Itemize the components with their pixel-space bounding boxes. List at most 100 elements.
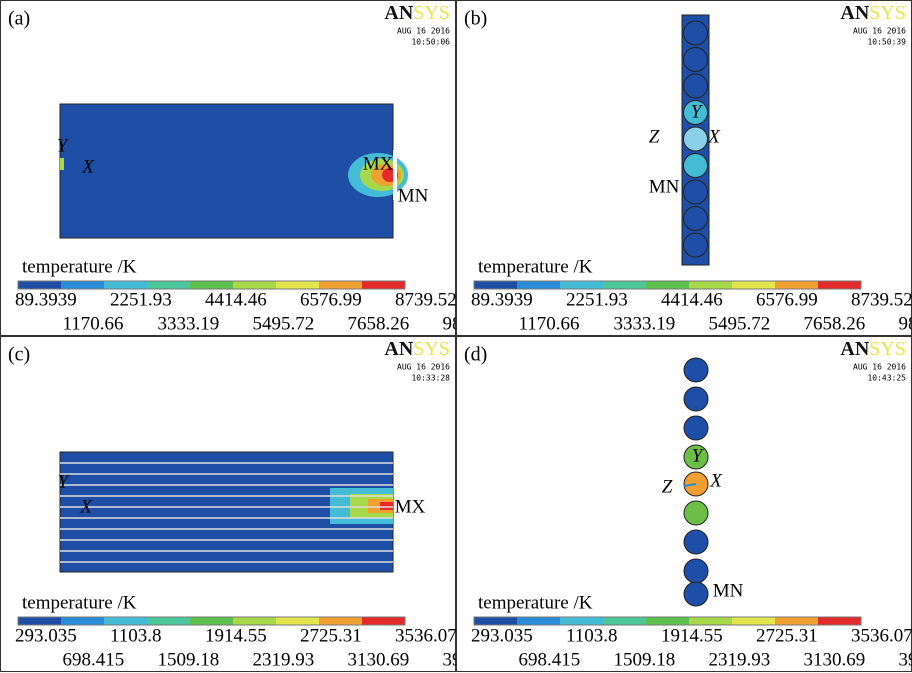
logo: ANSYS [840, 2, 906, 24]
scale-label: 1170.66 [519, 313, 580, 334]
figure: (a)ANSYSAUG 16 201610:50:06YXMXMNtempera… [0, 0, 912, 673]
scale-label: 6576.99 [756, 289, 818, 310]
colorbar-segment [646, 617, 689, 625]
scale-label: 293.035 [15, 625, 77, 646]
colorbar-segment [732, 617, 775, 625]
logo: ANSYS [384, 338, 450, 360]
scale-label: 3536.07 [395, 625, 457, 646]
colorbar-segment [818, 281, 861, 289]
colorbar-segment [147, 617, 190, 625]
pipe [684, 530, 708, 554]
pipe [684, 358, 708, 382]
colorbar-segment [319, 281, 362, 289]
legend-title: temperature /K [478, 592, 593, 613]
scale-label: 1509.18 [158, 649, 220, 670]
hot-zone [380, 502, 393, 510]
colorbar-segment [560, 281, 603, 289]
logo-text: SYS [869, 2, 906, 24]
scale-label: 293.035 [471, 625, 533, 646]
scale-label: 7658.26 [804, 313, 866, 334]
scale-label: 89.3939 [471, 289, 533, 310]
colorbar-segment [319, 617, 362, 625]
scale-label: 9820.79 [899, 313, 912, 334]
scale-label: 6576.99 [300, 289, 362, 310]
scale-label: 1170.66 [63, 313, 124, 334]
scale-label: 5495.72 [709, 313, 771, 334]
date: AUG 16 2016 [397, 363, 450, 372]
colorbar-segment [276, 281, 319, 289]
colorbar-segment [61, 617, 104, 625]
scale-label: 698.415 [519, 649, 581, 670]
body [60, 104, 393, 238]
scale-label: 2251.93 [566, 289, 628, 310]
colorbar-segment [18, 617, 61, 625]
colorbar-segment [732, 281, 775, 289]
scale-label: 89.3939 [15, 289, 77, 310]
annotation: X [707, 126, 721, 147]
pipe [684, 416, 708, 440]
annotation: MX [363, 153, 394, 174]
colorbar-segment [104, 617, 147, 625]
scale-label: 2319.93 [709, 649, 771, 670]
scale-label: 2319.93 [253, 649, 315, 670]
colorbar-segment [190, 281, 233, 289]
colorbar-segment [362, 281, 405, 289]
scale-label: 7658.26 [348, 313, 410, 334]
logo-mark: AN [840, 2, 869, 24]
colorbar-segment [689, 617, 732, 625]
colorbar-segment [646, 281, 689, 289]
colorbar-segment [517, 281, 560, 289]
colorbar-segment [603, 281, 646, 289]
colorbar-segment [775, 617, 818, 625]
colorbar-segment [603, 617, 646, 625]
date: AUG 16 2016 [397, 27, 450, 36]
scale-label: 1103.8 [566, 625, 618, 646]
legend-title: temperature /K [22, 592, 137, 613]
time: 10:50:06 [411, 38, 450, 47]
colorbar-segment [474, 281, 517, 289]
pipe [684, 387, 708, 411]
logo: ANSYS [384, 2, 450, 24]
annotation: MN [713, 580, 744, 601]
colorbar-segment [517, 617, 560, 625]
hot-zone [60, 158, 64, 170]
annotation: X [709, 470, 723, 491]
annotation: X [79, 496, 93, 517]
scale-label: 3130.69 [348, 649, 410, 670]
legend-title: temperature /K [22, 256, 137, 277]
scale-label: 1914.55 [661, 625, 723, 646]
panel-label: (a) [8, 8, 30, 30]
time: 10:33:28 [411, 374, 450, 383]
time: 10:43:25 [867, 374, 906, 383]
date: AUG 16 2016 [853, 363, 906, 372]
annotation: MN [649, 176, 680, 197]
scale-label: 4414.46 [205, 289, 267, 310]
scale-label: 3333.19 [614, 313, 676, 334]
colorbar-segment [775, 281, 818, 289]
colorbar-segment [61, 281, 104, 289]
time: 10:50:39 [867, 38, 906, 47]
scale-label: 8739.52 [395, 289, 457, 310]
colorbar-segment [104, 281, 147, 289]
colorbar-segment [18, 281, 61, 289]
scale-label: 4414.46 [661, 289, 723, 310]
date: AUG 16 2016 [853, 27, 906, 36]
scale-label: 1509.18 [614, 649, 676, 670]
colorbar-segment [276, 617, 319, 625]
colorbar-segment [362, 617, 405, 625]
scale-label: 2725.31 [300, 625, 362, 646]
pipe [684, 582, 708, 606]
legend-title: temperature /K [478, 256, 593, 277]
scale-label: 1103.8 [110, 625, 162, 646]
colorbar-segment [233, 617, 276, 625]
panel-label: (d) [464, 344, 487, 366]
logo-mark: AN [384, 338, 413, 360]
annotation: X [81, 156, 95, 177]
colorbar-segment [560, 617, 603, 625]
colorbar-segment [818, 617, 861, 625]
pipe [684, 501, 708, 525]
